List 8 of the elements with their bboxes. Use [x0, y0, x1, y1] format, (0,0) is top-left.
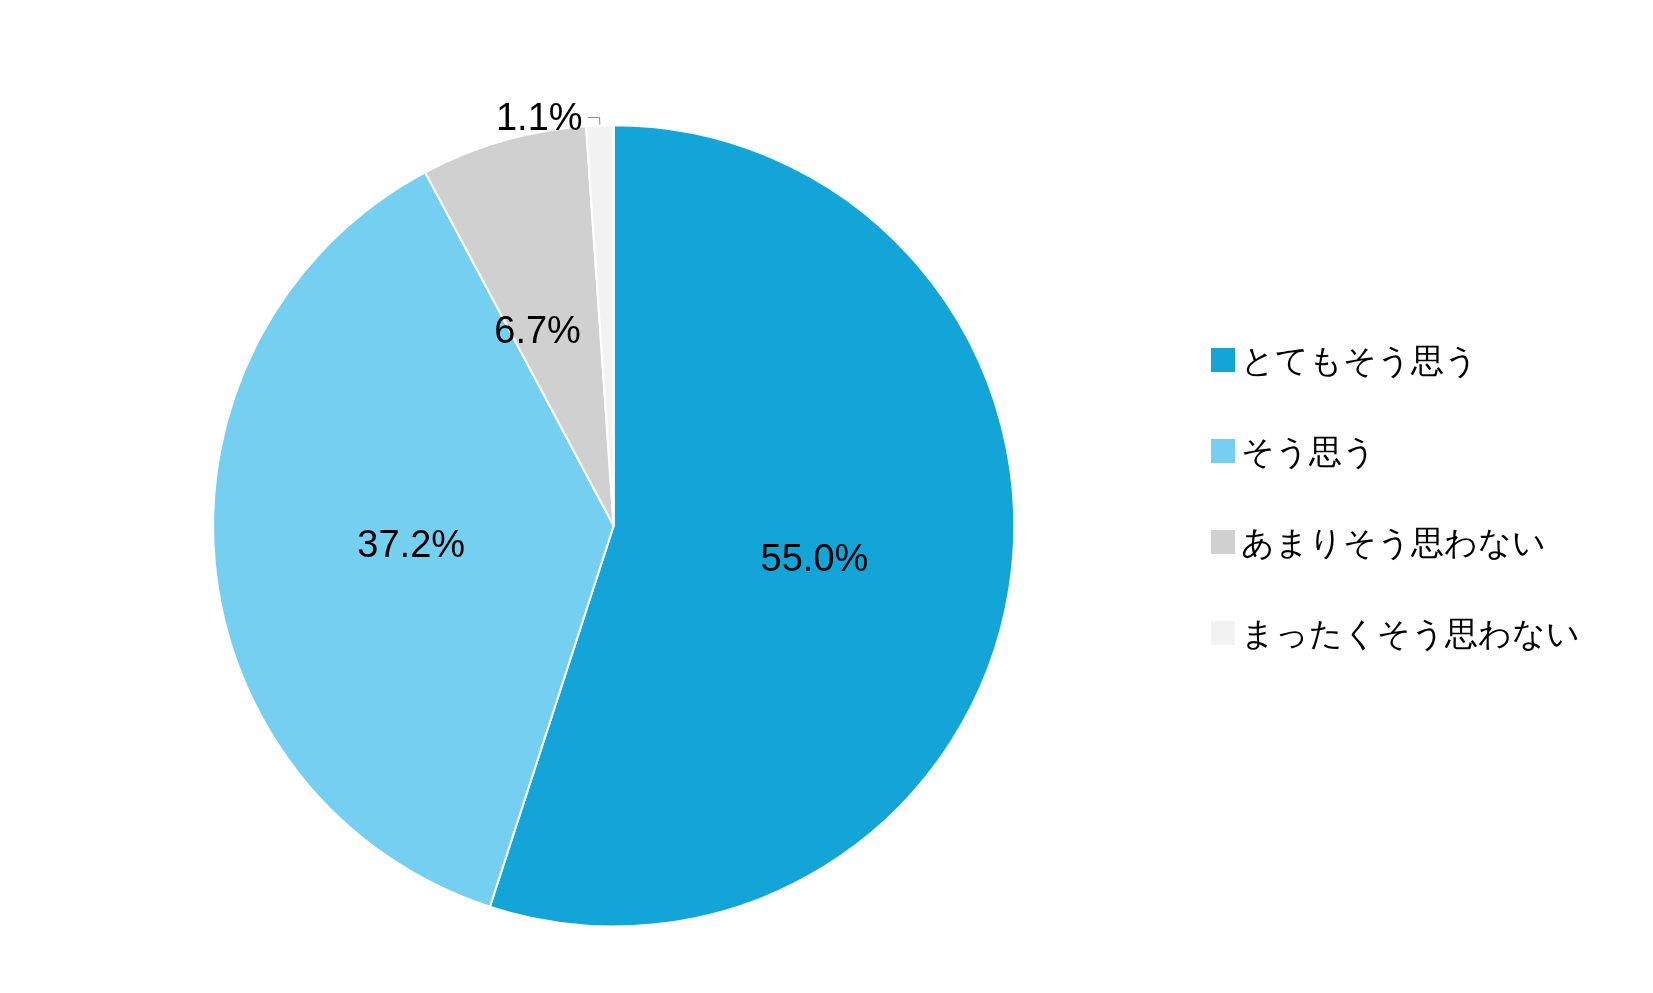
data-label: 6.7% — [494, 309, 581, 352]
data-label: 1.1% — [495, 96, 583, 139]
data-label: 55.0% — [760, 536, 869, 579]
data-label: 37.2% — [357, 522, 466, 565]
legend-label: まったくそう思わない — [1241, 614, 1580, 652]
legend-label: とてもそう思う — [1241, 341, 1478, 379]
legend-label: あまりそう思わない — [1241, 523, 1546, 561]
legend-label: そう思う — [1241, 432, 1376, 470]
